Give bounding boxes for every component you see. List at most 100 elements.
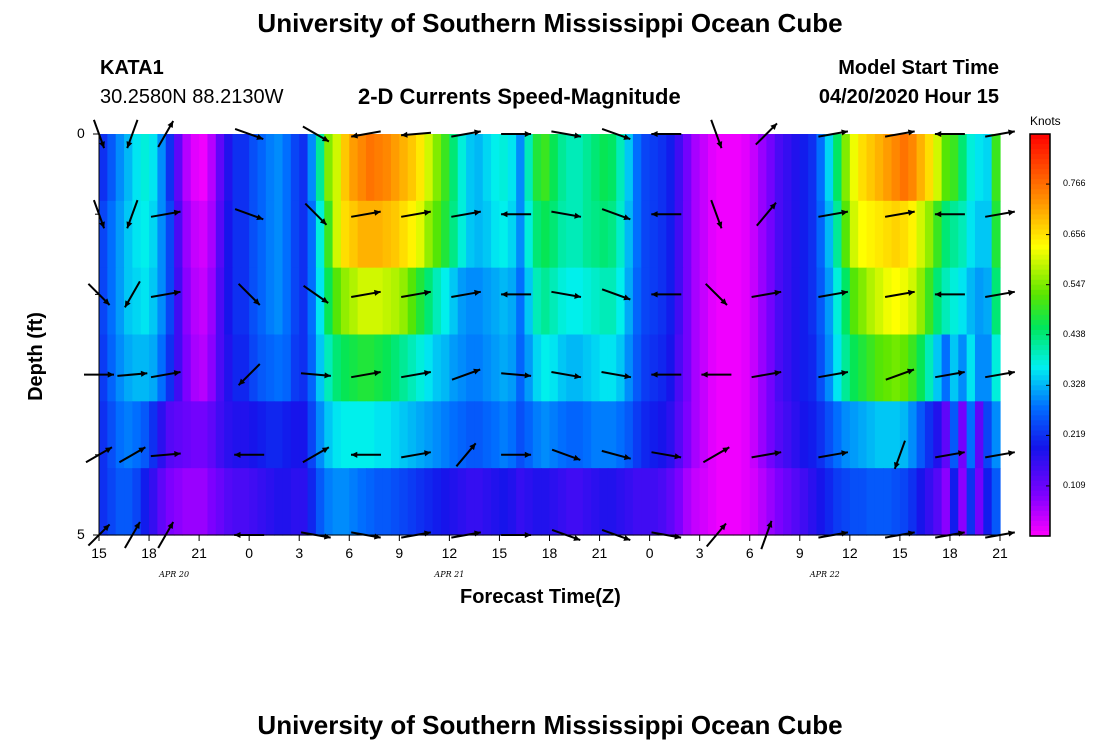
heatmap-cell (224, 334, 234, 402)
arrow-head (651, 291, 658, 298)
colorbar-segment (1030, 510, 1050, 517)
heatmap-cell (374, 134, 384, 202)
heatmap-cell (115, 134, 125, 202)
heatmap-cell (724, 200, 734, 269)
colorbar-segment (1030, 470, 1050, 477)
heatmap-cell (432, 200, 442, 269)
date-label: APR 21 (434, 570, 465, 579)
colorbar-segment (1030, 209, 1050, 216)
heatmap-cell (949, 468, 959, 536)
heatmap-cell (541, 267, 551, 336)
heatmap-cell (649, 401, 659, 469)
heatmap-cell (708, 334, 717, 402)
current-arrow (818, 450, 849, 459)
heatmap-cell (783, 267, 793, 336)
heatmap-cell (933, 334, 943, 402)
current-arrow (601, 449, 631, 460)
heatmap-cell (524, 267, 534, 336)
current-arrow (350, 451, 381, 458)
heatmap-cell (991, 401, 1001, 469)
heatmap-cell (482, 134, 492, 202)
heatmap-cell (691, 334, 701, 402)
heatmap-cell (716, 200, 726, 269)
arrow-head (174, 451, 181, 458)
heatmap-cell (532, 200, 542, 269)
heatmap-cell (591, 468, 601, 536)
heatmap-cell (424, 401, 434, 469)
heatmap-cell (249, 334, 259, 402)
heatmap-cell (616, 468, 626, 536)
heatmap-cell (240, 334, 250, 402)
colorbar-segment (1030, 189, 1050, 195)
current-arrow (551, 448, 581, 461)
arrow-head (651, 371, 658, 378)
heatmap-cell (115, 267, 125, 336)
heatmap-cell (190, 468, 200, 536)
heatmap-cell (574, 200, 584, 269)
arrow-head (140, 370, 148, 377)
heatmap-cell (724, 401, 734, 469)
heatmap-cell (374, 468, 384, 536)
arrow-head (623, 214, 631, 221)
arrow-head (501, 291, 508, 298)
heatmap-cell (224, 401, 234, 469)
arrow-head (907, 368, 914, 375)
heatmap-cell (474, 200, 484, 269)
heatmap-cell (657, 401, 667, 469)
x-tick-label: 12 (842, 545, 858, 561)
arrow-head (319, 218, 327, 225)
heatmap-cell (457, 134, 467, 202)
heatmap-cell (741, 401, 751, 469)
heatmap-cell (165, 468, 175, 536)
arrow-head (126, 141, 133, 149)
colorbar-segment (1030, 239, 1050, 246)
heatmap-cell (407, 134, 417, 202)
y-tick-label: 5 (77, 526, 85, 542)
colorbar-segment (1030, 164, 1050, 170)
heatmap-cell (591, 334, 601, 402)
heatmap-cell (899, 267, 909, 336)
arrow-head (574, 292, 581, 299)
current-arrow (551, 130, 582, 139)
heatmap-cell (841, 468, 851, 536)
current-arrow (985, 450, 1015, 459)
heatmap-cell (516, 200, 526, 269)
heatmap-cell (616, 401, 626, 469)
heatmap-cell (482, 468, 492, 536)
colorbar-segment (1030, 294, 1050, 301)
heatmap-cell (491, 468, 501, 536)
heatmap-cell (232, 401, 242, 469)
arrow-head (473, 368, 481, 375)
colorbar-segment (1030, 420, 1050, 427)
arrow-head (99, 221, 105, 229)
heatmap-cell (432, 267, 442, 336)
heatmap-cell (783, 334, 793, 402)
heatmap-cell (666, 267, 676, 336)
heatmap-cell (257, 134, 267, 202)
heatmap-cell (582, 401, 592, 469)
heatmap-cell (549, 134, 559, 202)
heatmap-cell (899, 134, 909, 202)
heatmap-cell (491, 334, 501, 402)
heatmap-cell (891, 200, 901, 269)
heatmap-cell (591, 200, 601, 269)
heatmap-cell (516, 468, 526, 536)
heatmap-cell (574, 468, 584, 536)
heatmap-cell (983, 468, 993, 536)
heatmap-cell (432, 468, 442, 536)
heatmap-cell (674, 134, 684, 202)
heatmap-cell (983, 401, 993, 469)
heatmap-cell (357, 267, 367, 336)
heatmap-cell (916, 200, 926, 269)
current-arrow (934, 291, 965, 298)
colorbar-segment (1030, 335, 1050, 341)
heatmap-cell (441, 401, 450, 469)
arrow-head (841, 370, 848, 377)
heatmap-cell (299, 267, 309, 336)
heatmap-cell (232, 134, 242, 202)
heatmap-cell (858, 334, 868, 402)
heatmap-cell (382, 200, 392, 269)
arrow-head (321, 135, 329, 142)
colorbar-segment (1030, 515, 1050, 522)
arrow-head (167, 522, 174, 529)
